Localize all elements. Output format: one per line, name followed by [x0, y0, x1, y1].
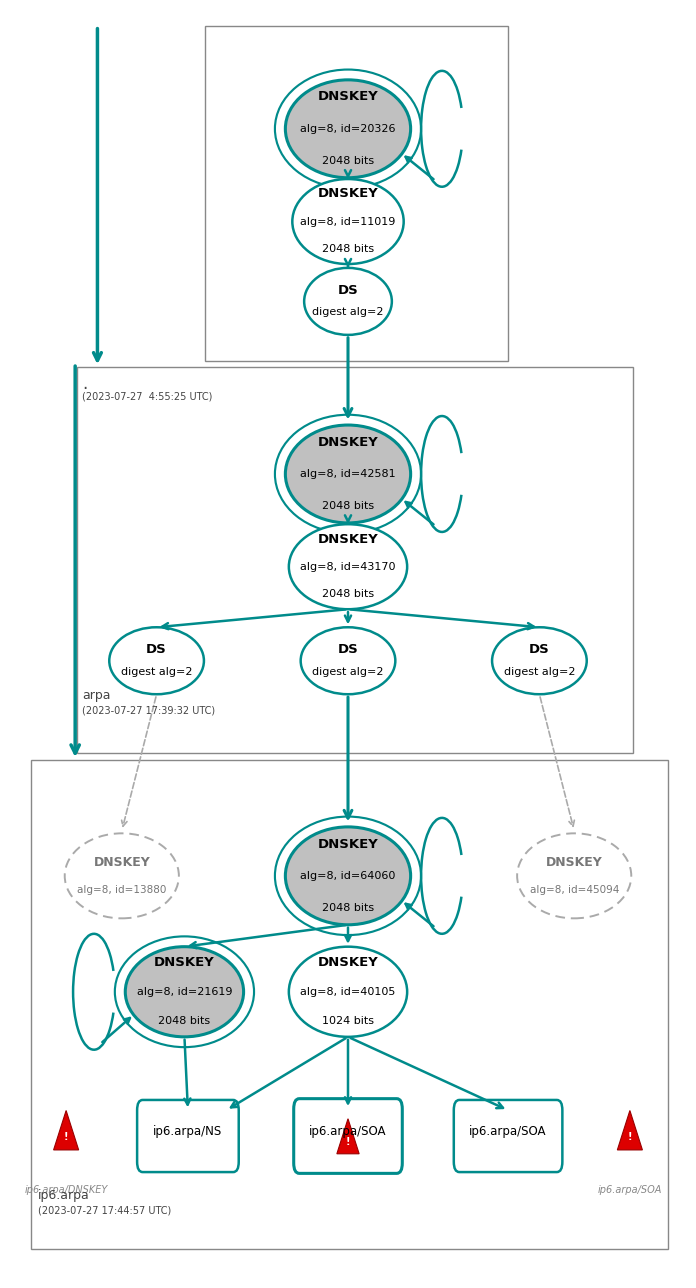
- Ellipse shape: [125, 947, 244, 1037]
- Text: DNSKEY: DNSKEY: [317, 188, 379, 201]
- Text: 2048 bits: 2048 bits: [159, 1016, 210, 1027]
- FancyBboxPatch shape: [454, 1100, 562, 1172]
- Text: digest alg=2: digest alg=2: [313, 308, 383, 317]
- Polygon shape: [54, 1110, 79, 1150]
- Text: 2048 bits: 2048 bits: [322, 501, 374, 511]
- Text: ip6.arpa/SOA: ip6.arpa/SOA: [469, 1126, 547, 1139]
- Polygon shape: [617, 1110, 642, 1150]
- Text: 1024 bits: 1024 bits: [322, 1016, 374, 1027]
- Ellipse shape: [285, 827, 411, 925]
- Text: alg=8, id=42581: alg=8, id=42581: [300, 469, 396, 479]
- Ellipse shape: [109, 627, 204, 694]
- Polygon shape: [337, 1119, 359, 1154]
- Text: DS: DS: [338, 644, 358, 657]
- Text: ip6.arpa/NS: ip6.arpa/NS: [153, 1126, 223, 1139]
- Ellipse shape: [289, 524, 407, 609]
- Text: DS: DS: [338, 285, 358, 298]
- FancyBboxPatch shape: [137, 1100, 239, 1172]
- Text: ip6.arpa: ip6.arpa: [38, 1189, 90, 1202]
- Text: DS: DS: [146, 644, 167, 657]
- Text: (2023-07-27 17:39:32 UTC): (2023-07-27 17:39:32 UTC): [82, 706, 215, 716]
- Text: !: !: [628, 1132, 632, 1142]
- Text: DNSKEY: DNSKEY: [546, 855, 603, 868]
- Text: (2023-07-27 17:44:57 UTC): (2023-07-27 17:44:57 UTC): [38, 1206, 171, 1216]
- Text: DS: DS: [529, 644, 550, 657]
- Text: DNSKEY: DNSKEY: [317, 956, 379, 969]
- Ellipse shape: [492, 627, 587, 694]
- FancyBboxPatch shape: [294, 1099, 402, 1173]
- Text: ip6.arpa/DNSKEY: ip6.arpa/DNSKEY: [24, 1185, 108, 1195]
- Text: alg=8, id=20326: alg=8, id=20326: [300, 124, 396, 134]
- Text: digest alg=2: digest alg=2: [313, 667, 383, 676]
- Text: 2048 bits: 2048 bits: [322, 903, 374, 913]
- FancyBboxPatch shape: [31, 760, 668, 1249]
- Text: DNSKEY: DNSKEY: [317, 90, 379, 103]
- Text: arpa: arpa: [82, 689, 111, 702]
- Text: DNSKEY: DNSKEY: [317, 533, 379, 546]
- Text: 2048 bits: 2048 bits: [322, 156, 374, 166]
- Ellipse shape: [289, 947, 407, 1037]
- Ellipse shape: [292, 179, 404, 264]
- Text: DNSKEY: DNSKEY: [154, 956, 215, 969]
- Text: DNSKEY: DNSKEY: [93, 855, 150, 868]
- Text: !: !: [346, 1137, 350, 1148]
- Text: alg=8, id=64060: alg=8, id=64060: [300, 871, 396, 881]
- Text: 2048 bits: 2048 bits: [322, 245, 374, 254]
- Text: DNSKEY: DNSKEY: [317, 435, 379, 448]
- Text: alg=8, id=13880: alg=8, id=13880: [77, 885, 166, 895]
- Ellipse shape: [285, 80, 411, 178]
- Text: ip6.arpa/SOA: ip6.arpa/SOA: [598, 1185, 662, 1195]
- Text: digest alg=2: digest alg=2: [504, 667, 575, 676]
- Text: .: .: [82, 375, 88, 393]
- FancyBboxPatch shape: [77, 367, 633, 753]
- Text: ip6.arpa/SOA: ip6.arpa/SOA: [309, 1126, 387, 1139]
- Ellipse shape: [65, 833, 179, 918]
- Text: alg=8, id=43170: alg=8, id=43170: [300, 562, 396, 572]
- Text: (2023-07-27  4:55:25 UTC): (2023-07-27 4:55:25 UTC): [82, 392, 212, 402]
- Text: alg=8, id=40105: alg=8, id=40105: [300, 987, 396, 997]
- Text: alg=8, id=11019: alg=8, id=11019: [300, 216, 396, 227]
- Text: digest alg=2: digest alg=2: [121, 667, 192, 676]
- Ellipse shape: [301, 627, 395, 694]
- Text: !: !: [64, 1132, 68, 1142]
- Ellipse shape: [304, 268, 392, 335]
- Text: alg=8, id=21619: alg=8, id=21619: [136, 987, 232, 997]
- Text: alg=8, id=45094: alg=8, id=45094: [530, 885, 619, 895]
- Ellipse shape: [285, 425, 411, 523]
- FancyBboxPatch shape: [205, 26, 508, 361]
- Text: 2048 bits: 2048 bits: [322, 590, 374, 599]
- Ellipse shape: [517, 833, 631, 918]
- Text: DNSKEY: DNSKEY: [317, 837, 379, 850]
